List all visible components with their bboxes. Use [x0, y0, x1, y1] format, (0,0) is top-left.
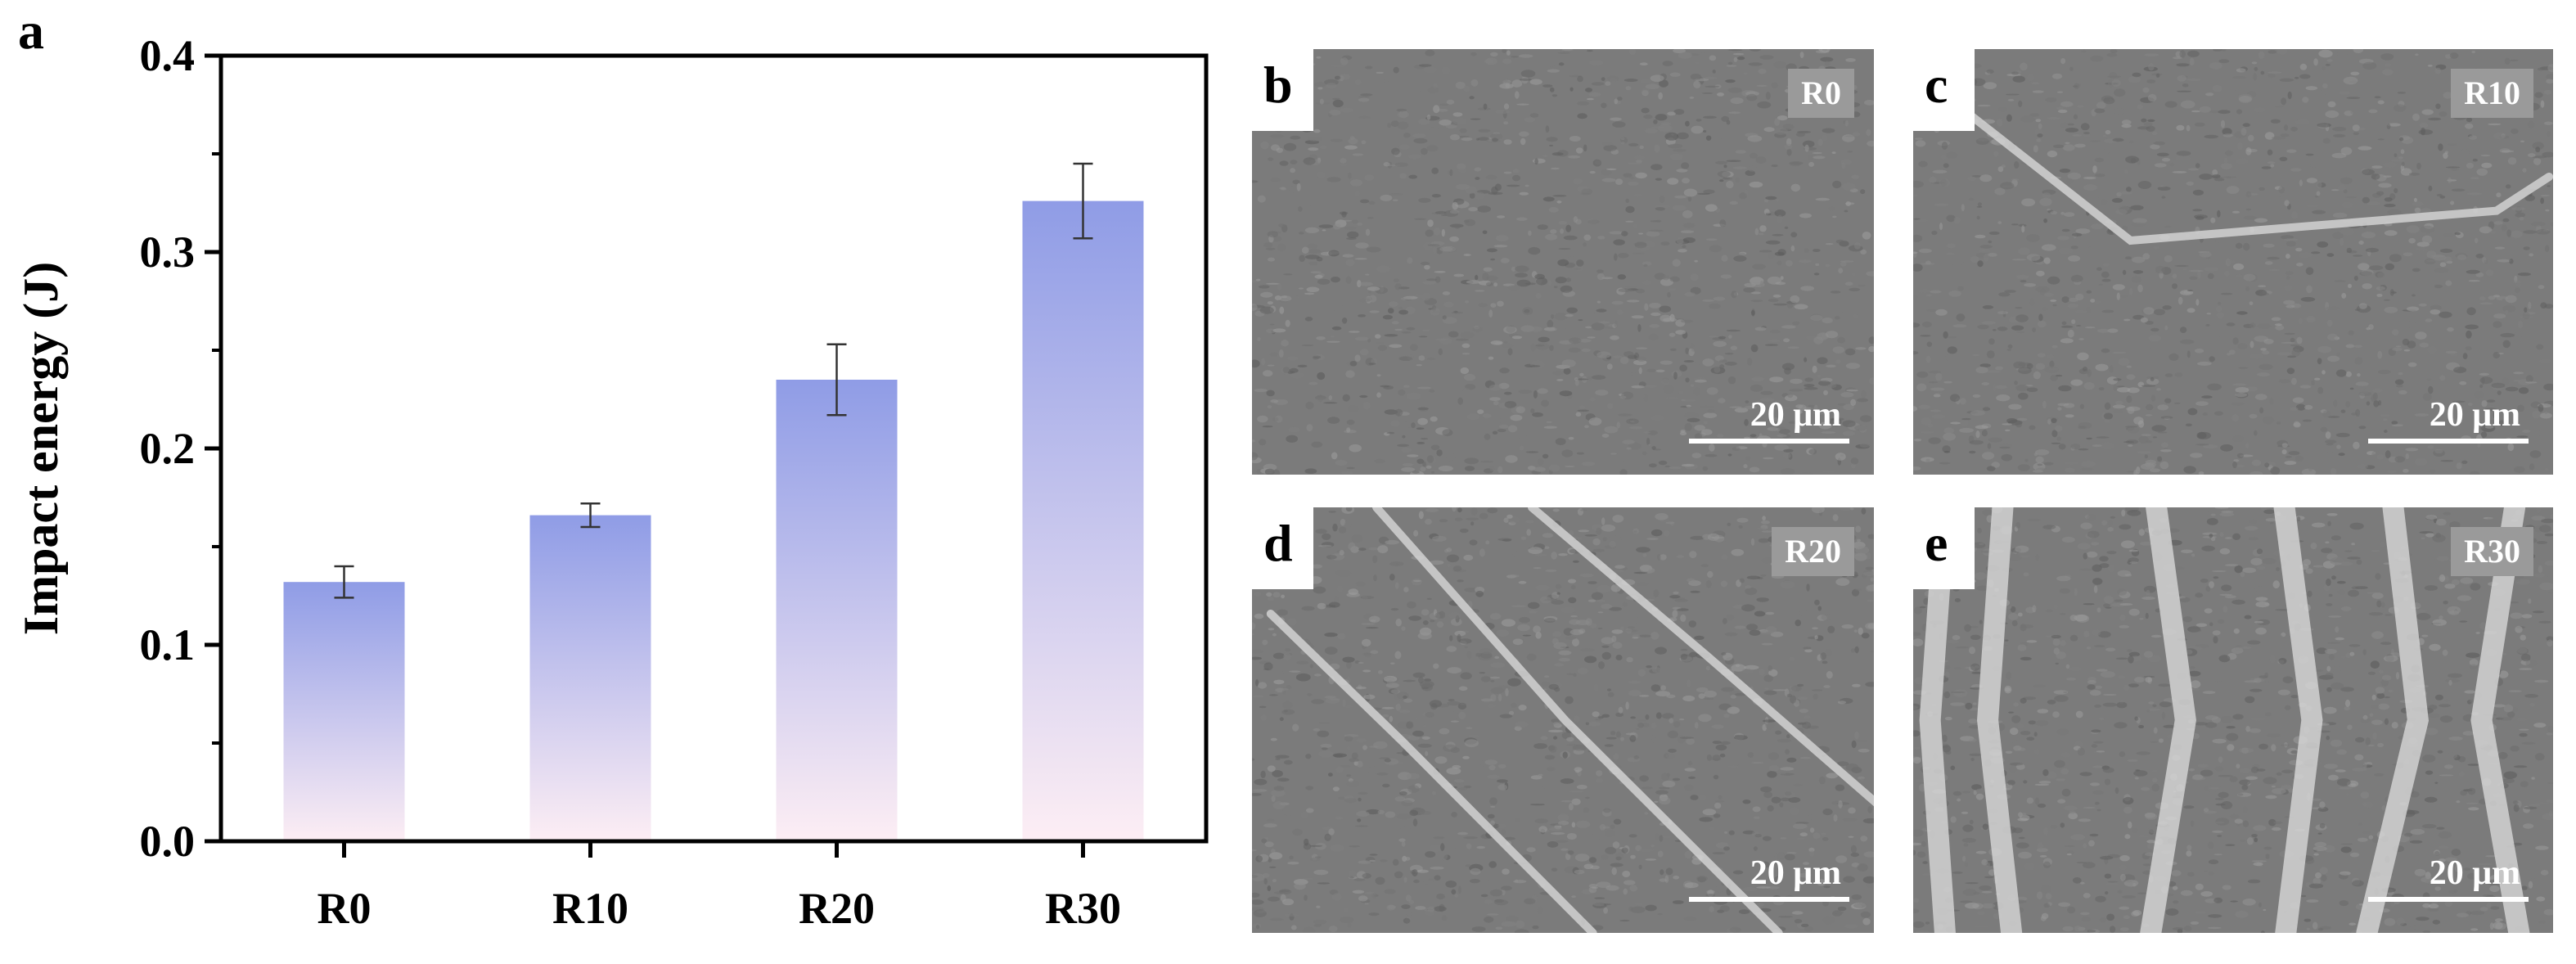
- scale-bar: [1689, 897, 1849, 902]
- y-tick-label: 0.0: [140, 817, 196, 866]
- sample-tag-r20: R20: [1772, 527, 1854, 576]
- sem-image-r10: c R10 20 μm: [1913, 49, 2553, 475]
- panel-label-box: [1252, 49, 1313, 131]
- scale-bar: [2368, 897, 2529, 902]
- y-tick-label: 0.3: [140, 227, 196, 277]
- y-tick-label: 0.1: [140, 620, 196, 669]
- panel-letter-e: e: [1925, 514, 1948, 572]
- bar-r10: [529, 515, 651, 841]
- sem-image-r0: b R0 20 μm: [1252, 49, 1874, 475]
- y-axis-label: Impact energy (J): [14, 262, 68, 636]
- scale-bar-label: 20 μm: [1750, 854, 1841, 892]
- sem-texture-r10: [1913, 49, 2553, 475]
- panel-label-box: [1913, 507, 1975, 589]
- error-bar-r10: [580, 502, 601, 529]
- panel-letter-d: d: [1263, 514, 1293, 572]
- error-bar-r0: [334, 565, 354, 599]
- scale-bar-label: 20 μm: [2429, 396, 2520, 434]
- y-tick-label: 0.2: [140, 424, 196, 473]
- panel-label-box: [1913, 49, 1975, 131]
- sample-tag-r0: R0: [1788, 69, 1854, 118]
- x-tick-label-r20: R20: [799, 884, 875, 933]
- y-tick-label: 0.4: [140, 31, 196, 80]
- sem-texture-r0: [1252, 49, 1874, 475]
- panel-letter-b: b: [1263, 56, 1293, 114]
- x-tick-label-r30: R30: [1045, 884, 1121, 933]
- panel-letter-c: c: [1925, 56, 1948, 114]
- error-bar-r20: [826, 343, 847, 417]
- sample-tag-r30: R30: [2451, 527, 2533, 576]
- scale-bar: [2368, 439, 2529, 444]
- scale-bar-label: 20 μm: [2429, 854, 2520, 892]
- scale-bar: [1689, 439, 1849, 444]
- bar-r20: [776, 380, 898, 841]
- x-tick-label-r0: R0: [317, 884, 372, 933]
- panel-label-box: [1252, 507, 1313, 589]
- sem-image-r20: d R20 20 μm: [1252, 507, 1874, 933]
- panel-letter-a: a: [18, 2, 44, 60]
- error-bar-r30: [1073, 162, 1093, 240]
- x-tick-label-r10: R10: [552, 884, 628, 933]
- impact-energy-bar-chart: R0 R10 R20 R30 0.0 0.1 0.2 0.3 0.4 Impact energy…: [14, 31, 1209, 933]
- bar-r0: [283, 582, 405, 841]
- bar-r30: [1022, 200, 1144, 842]
- sample-tag-r10: R10: [2451, 69, 2533, 118]
- sem-image-r30: e R30 20 μm: [1913, 507, 2553, 933]
- scale-bar-label: 20 μm: [1750, 396, 1841, 434]
